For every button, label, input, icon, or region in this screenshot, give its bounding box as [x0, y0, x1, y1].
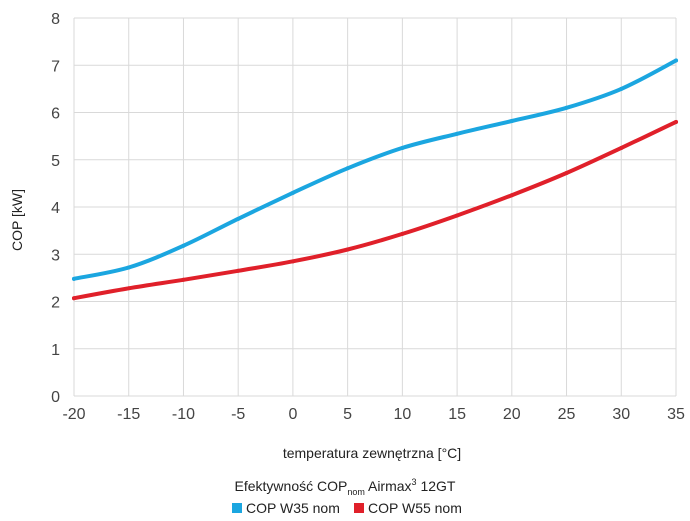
- y-tick-label: 5: [51, 153, 60, 170]
- chart-title-main: Efektywność COP: [235, 478, 348, 494]
- x-axis-label: temperatura zewnętrzna [°C]: [283, 445, 461, 461]
- data-point: [290, 190, 295, 195]
- grid-lines: [73, 17, 677, 397]
- legend-swatch-w35: [232, 503, 242, 513]
- chart-title: Efektywność COPnom Airmax3 12GT: [235, 477, 456, 497]
- y-axis-label: COP [kW]: [9, 189, 25, 251]
- data-point: [564, 105, 569, 110]
- x-tick-label: 35: [667, 406, 685, 423]
- y-tick-label: 0: [51, 389, 60, 406]
- y-tick-label: 6: [51, 106, 60, 123]
- series-lines: [72, 58, 678, 301]
- data-point: [455, 213, 460, 218]
- data-point: [290, 259, 295, 264]
- legend-swatch-w55: [354, 503, 364, 513]
- data-point: [400, 231, 405, 236]
- data-point: [72, 296, 76, 301]
- data-point: [564, 170, 569, 175]
- x-tick-label: 10: [393, 406, 411, 423]
- x-tick-label: 15: [448, 406, 466, 423]
- x-tick-label: 25: [558, 406, 576, 423]
- chart-title-suffix: Airmax: [365, 478, 412, 494]
- x-tick-label: 20: [503, 406, 521, 423]
- data-point: [181, 243, 186, 248]
- chart-title-superscript: 3: [412, 477, 417, 487]
- data-point: [674, 58, 678, 63]
- data-point: [345, 166, 350, 171]
- y-tick-label: 8: [51, 11, 60, 28]
- x-tick-label: 30: [612, 406, 630, 423]
- x-tick-label: -20: [62, 406, 85, 423]
- y-tick-label: 7: [51, 58, 60, 75]
- x-tick-label: -10: [172, 406, 195, 423]
- data-point: [345, 247, 350, 252]
- y-tick-label: 1: [51, 342, 60, 359]
- data-point: [72, 276, 76, 281]
- data-point: [619, 145, 624, 150]
- data-point: [126, 265, 131, 270]
- y-tick-labels: 0 1 2 3 4 5 6 7 8: [51, 11, 60, 406]
- chart-title-tail: 12GT: [417, 478, 456, 494]
- data-point: [455, 131, 460, 136]
- chart-title-subscript: nom: [347, 487, 365, 497]
- data-point: [674, 119, 678, 124]
- series-line-0: [72, 58, 678, 281]
- data-point: [126, 286, 131, 291]
- legend: COP W35 nom COP W55 nom: [232, 500, 462, 516]
- data-point: [236, 268, 241, 273]
- x-tick-label: 5: [343, 406, 352, 423]
- y-tick-label: 4: [51, 200, 60, 217]
- y-tick-label: 3: [51, 247, 60, 264]
- legend-label-w55: COP W55 nom: [368, 500, 462, 516]
- x-tick-label: -15: [117, 406, 140, 423]
- y-tick-label: 2: [51, 295, 60, 312]
- data-point: [509, 119, 514, 124]
- data-point: [400, 145, 405, 150]
- x-tick-labels: -20 -15 -10 -5 0 5 10 15 20 25 30 35: [62, 406, 685, 423]
- data-point: [619, 86, 624, 91]
- data-point: [181, 277, 186, 282]
- data-point: [236, 216, 241, 221]
- legend-label-w35: COP W35 nom: [246, 500, 340, 516]
- data-point: [509, 193, 514, 198]
- x-tick-label: 0: [288, 406, 297, 423]
- x-tick-label: -5: [231, 406, 245, 423]
- series-line-1: [72, 119, 678, 301]
